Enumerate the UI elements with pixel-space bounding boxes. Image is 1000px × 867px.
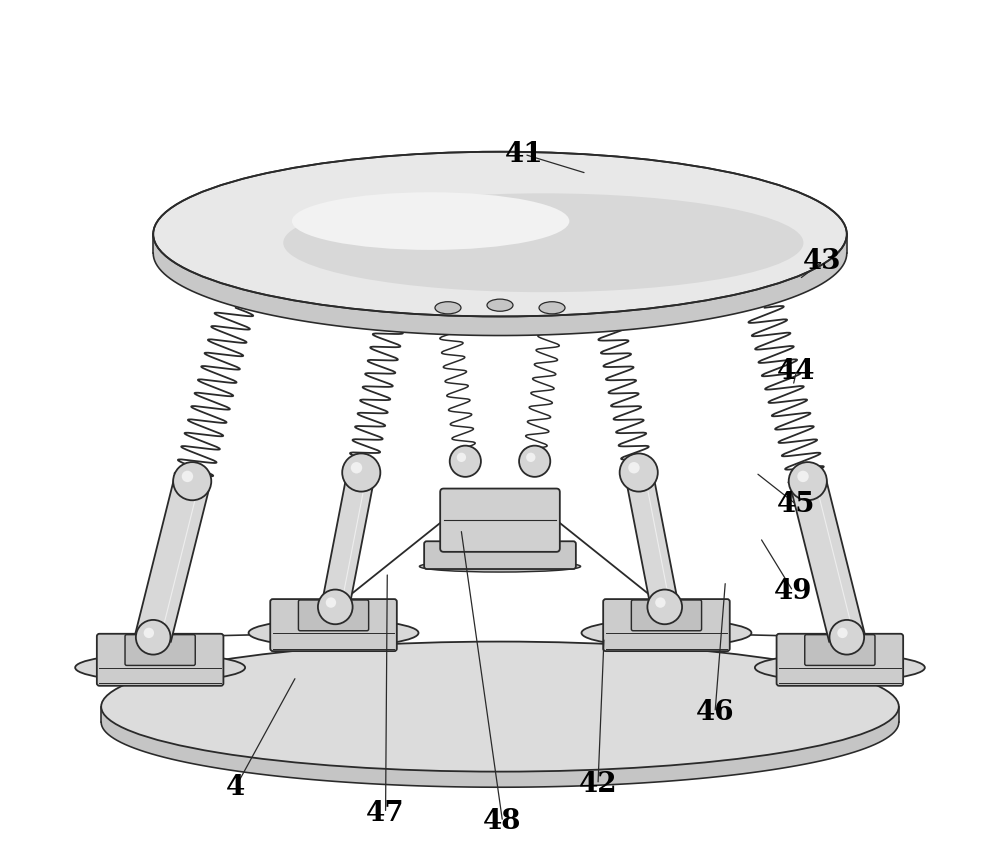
Text: 41: 41 [505,140,544,168]
Text: 49: 49 [774,577,812,605]
Circle shape [837,628,848,638]
FancyBboxPatch shape [631,600,702,631]
Ellipse shape [581,619,751,647]
Polygon shape [153,234,847,336]
Circle shape [519,446,550,477]
FancyBboxPatch shape [125,635,195,666]
Circle shape [144,628,154,638]
Ellipse shape [292,192,569,250]
Circle shape [620,453,658,492]
Polygon shape [101,707,899,787]
Circle shape [829,620,864,655]
Text: 46: 46 [696,699,734,727]
Circle shape [342,453,380,492]
Circle shape [457,453,466,462]
Circle shape [136,620,171,655]
Ellipse shape [539,302,565,314]
Circle shape [526,453,535,462]
Polygon shape [625,470,678,610]
Ellipse shape [75,654,245,681]
Text: 47: 47 [366,799,405,827]
Ellipse shape [153,152,847,316]
Ellipse shape [419,561,581,572]
Ellipse shape [101,642,899,772]
FancyBboxPatch shape [424,541,576,569]
Ellipse shape [487,299,513,311]
Text: 48: 48 [483,808,522,836]
Ellipse shape [283,193,803,292]
FancyBboxPatch shape [805,635,875,666]
Circle shape [647,590,682,624]
FancyBboxPatch shape [270,599,397,651]
Text: 4: 4 [226,773,245,801]
Ellipse shape [435,302,461,314]
Circle shape [797,471,809,482]
Circle shape [450,446,481,477]
Circle shape [326,597,336,608]
FancyBboxPatch shape [603,599,730,651]
Text: 44: 44 [777,357,816,385]
Circle shape [655,597,666,608]
Polygon shape [322,470,375,610]
Circle shape [789,462,827,500]
Circle shape [628,462,640,473]
FancyBboxPatch shape [777,634,903,686]
Circle shape [173,462,211,500]
Ellipse shape [755,654,925,681]
FancyBboxPatch shape [298,600,369,631]
Text: 42: 42 [579,771,617,799]
FancyBboxPatch shape [440,489,560,552]
Ellipse shape [249,619,419,647]
Text: 45: 45 [777,491,816,518]
Circle shape [318,590,353,624]
Circle shape [351,462,362,473]
Text: 43: 43 [803,248,842,276]
FancyBboxPatch shape [97,634,223,686]
Polygon shape [790,477,864,642]
Polygon shape [136,477,210,642]
Circle shape [182,471,193,482]
